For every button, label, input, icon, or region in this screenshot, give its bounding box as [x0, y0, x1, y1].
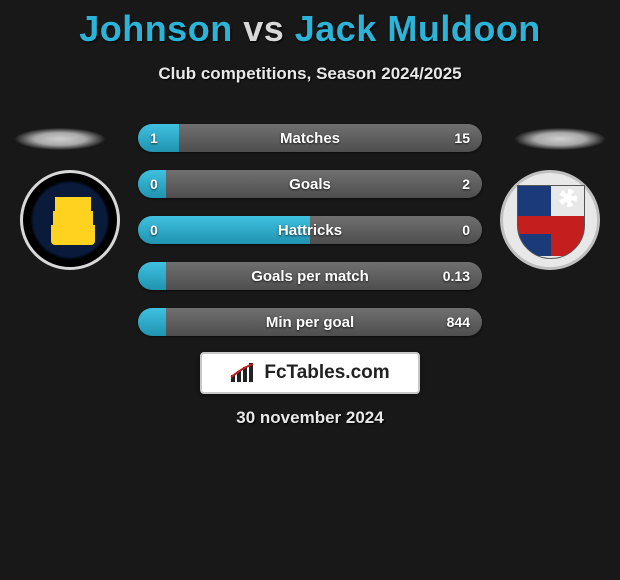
stat-label: Goals per match	[138, 262, 482, 290]
stat-value-player2: 2	[462, 170, 470, 198]
stat-row: Goals0 2	[138, 170, 482, 198]
stat-row: Hattricks0 0	[138, 216, 482, 244]
stat-value-player2: 15	[454, 124, 470, 152]
stat-value-player1: 0	[150, 170, 158, 198]
stats-panel: Matches115Goals02Hattricks00Goals per ma…	[138, 124, 482, 354]
vs-text: vs	[243, 8, 284, 49]
stat-label: Goals	[138, 170, 482, 198]
stat-label: Matches	[138, 124, 482, 152]
player1-club-crest-icon	[20, 170, 120, 270]
player2-shadow	[515, 128, 605, 150]
source-banner: FcTables.com	[200, 352, 420, 394]
stat-label: Min per goal	[138, 308, 482, 336]
stat-label: Hattricks	[138, 216, 482, 244]
stat-row: Min per goal844	[138, 308, 482, 336]
stat-value-player2: 844	[447, 308, 470, 336]
stat-value-player2: 0	[462, 216, 470, 244]
date-text: 30 november 2024	[0, 408, 620, 428]
stat-row: Matches1 15	[138, 124, 482, 152]
stat-row: Goals per match0.13	[138, 262, 482, 290]
player2-name: Jack Muldoon	[295, 8, 541, 49]
stat-value-player1: 1	[150, 124, 158, 152]
player2-club-crest-icon	[500, 170, 600, 270]
stat-value-player1: 0	[150, 216, 158, 244]
chart-bars-icon	[230, 363, 256, 383]
comparison-title: Johnson vs Jack Muldoon	[0, 0, 620, 50]
source-text: FcTables.com	[264, 362, 389, 384]
stat-value-player2: 0.13	[443, 262, 470, 290]
subtitle: Club competitions, Season 2024/2025	[0, 64, 620, 84]
player1-shadow	[15, 128, 105, 150]
player1-name: Johnson	[79, 8, 233, 49]
